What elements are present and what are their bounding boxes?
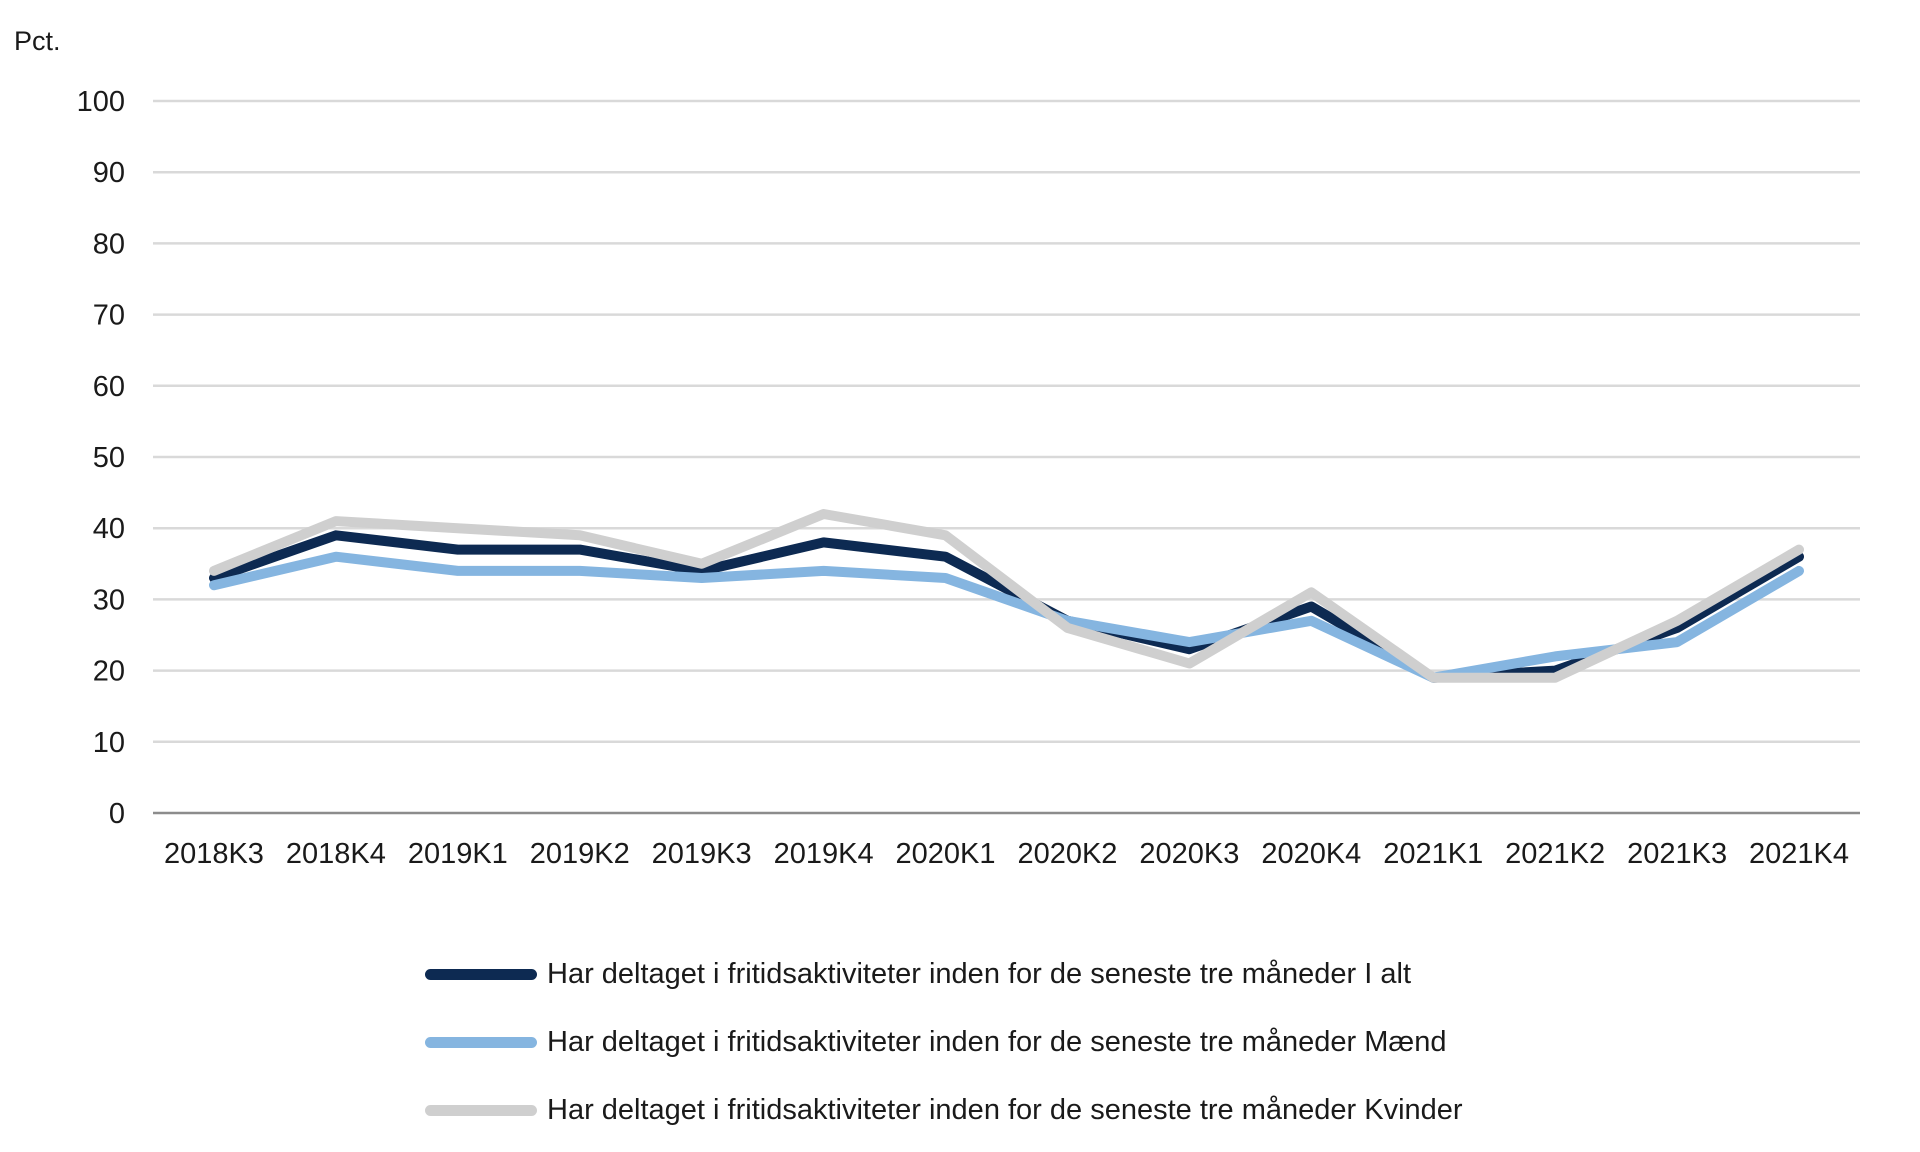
x-tick-label: 2018K4 xyxy=(286,838,386,870)
legend-item-kvinder: Har deltaget i fritidsaktiviteter inden … xyxy=(425,1076,1463,1144)
y-tick-label: 20 xyxy=(93,656,125,688)
y-tick-label: 70 xyxy=(93,300,125,332)
x-tick-label: 2020K3 xyxy=(1139,838,1239,870)
legend-item-i-alt: Har deltaget i fritidsaktiviteter inden … xyxy=(425,940,1463,1008)
legend-label-kvinder: Har deltaget i fritidsaktiviteter inden … xyxy=(547,1093,1463,1126)
x-tick-label: 2018K3 xyxy=(164,838,264,870)
x-tick-label: 2019K3 xyxy=(652,838,752,870)
y-tick-label: 50 xyxy=(93,442,125,474)
legend-swatch-i-alt xyxy=(425,968,537,980)
x-tick-label: 2019K1 xyxy=(408,838,508,870)
y-axis-unit-label: Pct. xyxy=(14,26,61,56)
x-tick-label: 2021K3 xyxy=(1627,838,1727,870)
series-lines xyxy=(209,509,1804,683)
x-tick-label: 2019K4 xyxy=(774,838,874,870)
y-tick-label: 90 xyxy=(93,157,125,189)
y-tick-label: 100 xyxy=(77,86,125,118)
series-line-1 xyxy=(209,551,1804,683)
y-tick-label: 10 xyxy=(93,727,125,759)
x-tick-label: 2019K2 xyxy=(530,838,630,870)
y-tick-label: 0 xyxy=(109,798,125,830)
x-tick-label: 2020K1 xyxy=(896,838,996,870)
y-tick-label: 60 xyxy=(93,371,125,403)
legend: Har deltaget i fritidsaktiviteter inden … xyxy=(425,940,1463,1144)
x-tick-label: 2020K2 xyxy=(1017,838,1117,870)
x-tick-label: 2021K2 xyxy=(1505,838,1605,870)
legend-swatch-maend xyxy=(425,1036,537,1048)
legend-swatch-kvinder xyxy=(425,1104,537,1116)
gridlines xyxy=(153,99,1860,815)
legend-item-maend: Har deltaget i fritidsaktiviteter inden … xyxy=(425,1008,1463,1076)
x-axis-ticks: 2018K3 2018K4 2019K1 2019K2 2019K3 2019K4 2020… xyxy=(164,838,1849,870)
y-tick-label: 30 xyxy=(93,584,125,616)
x-tick-label: 2020K4 xyxy=(1261,838,1361,870)
x-tick-label: 2021K1 xyxy=(1383,838,1483,870)
y-tick-label: 40 xyxy=(93,513,125,545)
legend-label-maend: Har deltaget i fritidsaktiviteter inden … xyxy=(547,1025,1447,1058)
series-line-2 xyxy=(209,509,1804,683)
x-tick-label: 2021K4 xyxy=(1749,838,1849,870)
series-line-0 xyxy=(209,530,1804,683)
y-tick-label: 80 xyxy=(93,228,125,260)
y-axis-ticks: 0 10 20 30 40 50 60 70 80 90 100 xyxy=(77,86,125,830)
legend-label-i-alt: Har deltaget i fritidsaktiviteter inden … xyxy=(547,957,1411,990)
